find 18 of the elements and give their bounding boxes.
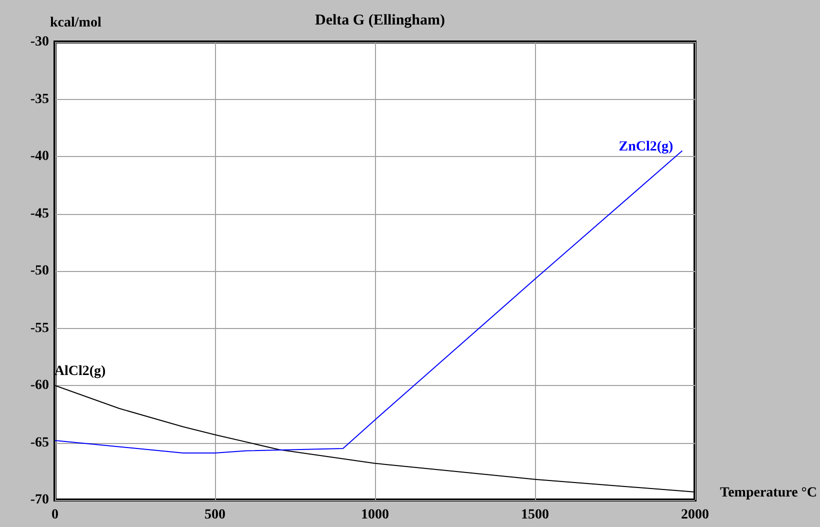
x-tick-label: 2000 — [681, 508, 710, 522]
y-axis-title: kcal/mol — [50, 16, 102, 30]
series-label: ZnCl2(g) — [618, 139, 674, 154]
x-tick-label: 1500 — [521, 508, 550, 522]
y-tick-label: -45 — [30, 206, 49, 222]
y-tick-label: -55 — [30, 320, 49, 336]
y-tick-label: -35 — [30, 92, 49, 107]
chart-title: Delta G (Ellingham) — [315, 12, 445, 28]
y-tick-label: -70 — [30, 492, 49, 508]
x-tick-label: 500 — [204, 508, 226, 522]
x-tick-label: 1000 — [361, 508, 390, 522]
y-tick-label: -65 — [30, 435, 49, 450]
y-tick-label: -60 — [30, 378, 49, 393]
y-tick-label: -50 — [30, 264, 49, 278]
y-tick-label: -30 — [30, 34, 49, 50]
x-tick-label: 0 — [52, 508, 58, 522]
y-tick-label: -40 — [30, 149, 49, 164]
x-axis-title: Temperature °C — [720, 486, 818, 500]
